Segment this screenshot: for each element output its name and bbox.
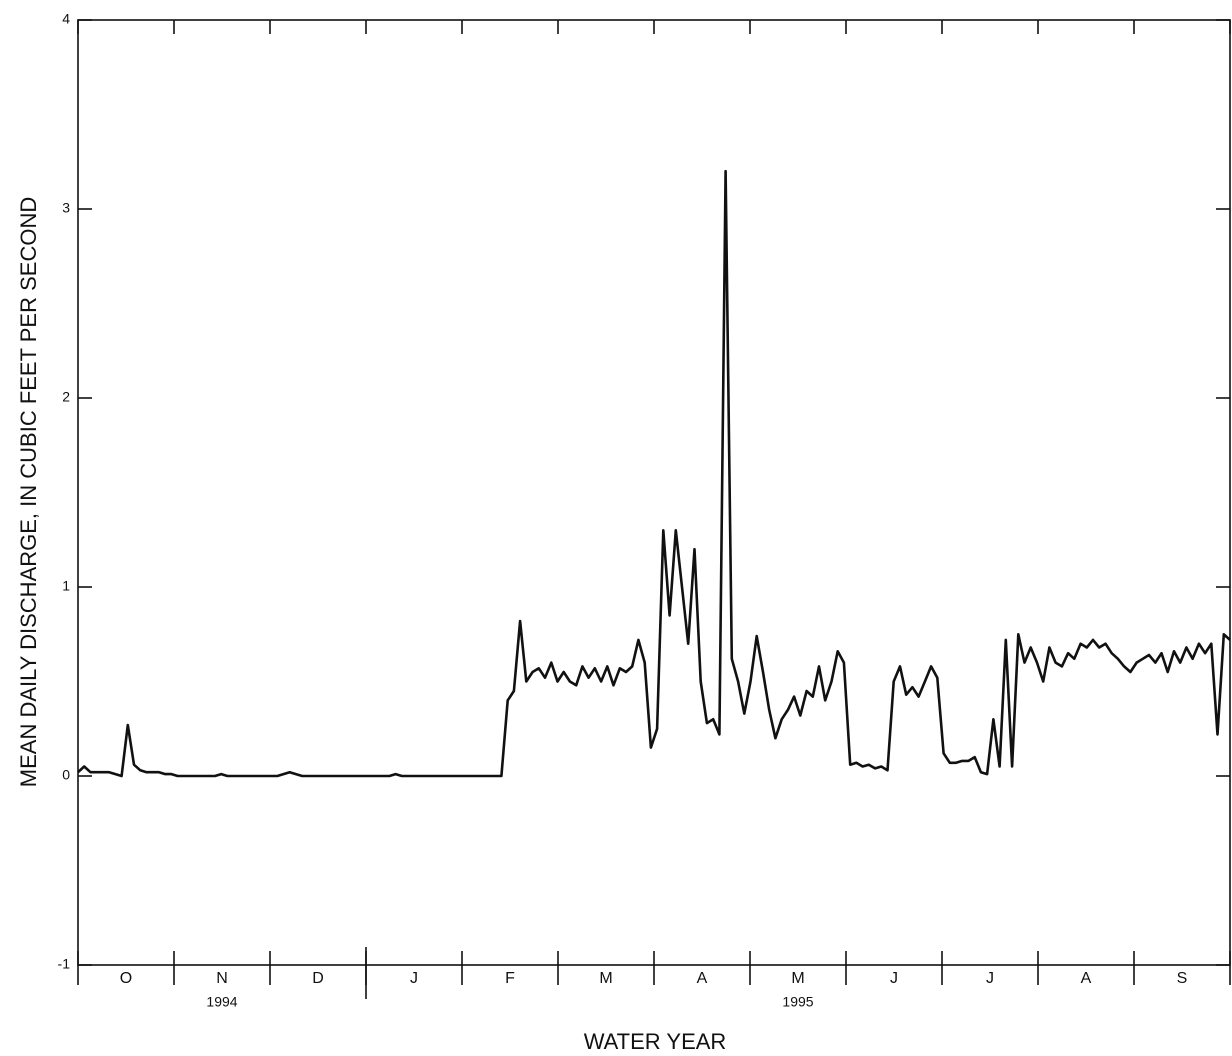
y-tick-label: -1 — [58, 956, 71, 972]
x-tick-label: F — [505, 970, 515, 987]
y-axis-title: MEAN DAILY DISCHARGE, IN CUBIC FEET PER … — [16, 197, 41, 787]
x-tick-label: J — [410, 970, 418, 987]
discharge-line — [77, 169, 1231, 778]
x-axis-title: WATER YEAR — [584, 1029, 727, 1054]
x-tick-label: D — [312, 970, 324, 987]
x-tick-label: N — [216, 970, 228, 987]
year-label: 1995 — [782, 994, 813, 1010]
y-tick-label: 4 — [62, 11, 70, 27]
x-tick-label: J — [890, 970, 898, 987]
y-tick-label: 3 — [62, 200, 70, 216]
x-tick-label: S — [1177, 970, 1188, 987]
x-tick-label: M — [791, 970, 804, 987]
x-tick-label: A — [1081, 970, 1092, 987]
y-tick-label: 0 — [62, 767, 70, 783]
x-tick-label: A — [697, 970, 708, 987]
year-label: 1994 — [206, 994, 237, 1010]
x-tick-label: M — [599, 970, 612, 987]
x-tick-label: O — [120, 970, 132, 987]
x-tick-label: J — [986, 970, 994, 987]
plot-frame — [77, 19, 1231, 966]
y-tick-label: 2 — [62, 389, 70, 405]
y-tick-label: 1 — [62, 578, 70, 594]
